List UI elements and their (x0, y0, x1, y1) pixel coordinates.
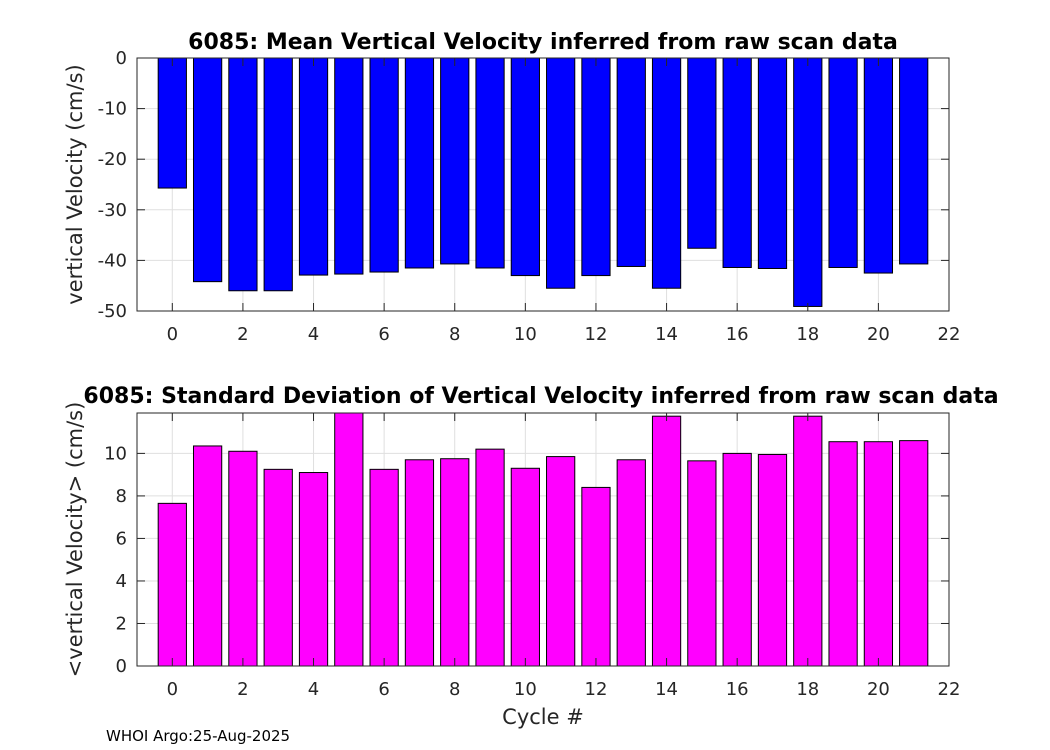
bar (510, 57, 540, 277)
y-tick-label: -40 (98, 250, 127, 271)
x-tick-label: 12 (585, 324, 608, 345)
bar (899, 57, 929, 265)
x-tick-label: 12 (585, 679, 608, 700)
x-tick-label: 8 (449, 679, 460, 700)
x-tick-label: 22 (938, 679, 961, 700)
x-tick-label: 0 (167, 679, 178, 700)
x-tick-label: 20 (867, 679, 890, 700)
footer-text: WHOI Argo:25-Aug-2025 (106, 727, 290, 745)
y-tick-label: 8 (116, 486, 127, 507)
x-tick-label: 14 (655, 324, 678, 345)
x-tick-label: 6 (378, 324, 389, 345)
x-tick-label: 22 (938, 324, 961, 345)
bar (369, 57, 399, 273)
y-tick-label: 0 (116, 48, 127, 69)
x-tick-label: 0 (167, 324, 178, 345)
bar (651, 57, 682, 289)
bar (404, 459, 435, 667)
x-axis-label: Cycle # (502, 705, 584, 729)
bar (687, 57, 717, 249)
bar (793, 57, 823, 307)
bar (899, 440, 929, 667)
bar (369, 468, 399, 667)
bar (793, 415, 823, 667)
y-tick-label: -30 (98, 200, 127, 221)
bar (263, 57, 293, 292)
bar (863, 441, 894, 667)
bar (192, 57, 223, 283)
bar (475, 57, 505, 269)
chart-1: 0 2 4 6 8 10 12 14 16 18 20 22 0 -10 -20 -30 -40 -50 verti… (63, 30, 960, 345)
y-axis-label: vertical Velocity (cm/s) (63, 64, 87, 304)
x-tick-label: 10 (514, 679, 537, 700)
y-tick-label: -10 (98, 99, 127, 120)
x-tick-label: 4 (308, 324, 319, 345)
bar (192, 445, 223, 667)
bar (404, 57, 435, 269)
bar (334, 57, 364, 275)
bar (722, 57, 752, 268)
bar (757, 453, 788, 667)
x-tick-label: 18 (796, 324, 819, 345)
x-tick-label: 2 (237, 679, 248, 700)
bar (298, 472, 329, 667)
y-tick-label: -50 (98, 301, 127, 322)
x-tick-label: 4 (308, 679, 319, 700)
bar (863, 57, 894, 274)
bar (440, 458, 470, 667)
y-tick-label: 4 (116, 571, 127, 592)
bar (581, 486, 611, 667)
x-tick-label: 20 (867, 324, 890, 345)
y-tick-label: 2 (116, 613, 127, 634)
bar (616, 459, 646, 667)
bar (228, 450, 258, 667)
bar (263, 468, 293, 667)
x-tick-label: 14 (655, 679, 678, 700)
y-tick-label: 0 (116, 656, 127, 677)
bar (546, 456, 576, 667)
bar (334, 412, 364, 667)
chart-title: 6085: Mean Vertical Velocity inferred fr… (188, 30, 898, 55)
x-tick-label: 2 (237, 324, 248, 345)
bar (828, 57, 858, 268)
y-axis-label: <vertical Velocity> (cm/s) (63, 402, 87, 678)
bar (687, 460, 717, 667)
bar (440, 57, 470, 265)
bar (616, 57, 646, 267)
bar (510, 467, 540, 667)
x-tick-label: 10 (514, 324, 537, 345)
y-tick-label: 6 (116, 528, 127, 549)
bar (157, 502, 187, 667)
x-tick-label: 18 (796, 679, 819, 700)
x-tick-label: 16 (726, 324, 749, 345)
bar (475, 448, 505, 667)
bar (298, 57, 329, 276)
x-tick-label: 8 (449, 324, 460, 345)
bar (828, 441, 858, 667)
bar (157, 57, 187, 189)
y-tick-label: -20 (98, 149, 127, 170)
x-tick-label: 6 (378, 679, 389, 700)
chart-2: 0 2 4 6 8 10 12 14 16 18 20 22 0 2 4 6 8 10 <vertical Velo… (63, 384, 999, 729)
bar (546, 57, 576, 289)
chart-title: 6085: Standard Deviation of Vertical Vel… (83, 384, 998, 409)
bar (651, 415, 682, 667)
bar (757, 57, 788, 269)
bar (722, 452, 752, 667)
bar (581, 57, 611, 277)
x-tick-label: 16 (726, 679, 749, 700)
y-tick-label: 10 (104, 443, 127, 464)
axes-box (136, 412, 950, 667)
axes-box (136, 57, 950, 312)
bar (228, 57, 258, 292)
